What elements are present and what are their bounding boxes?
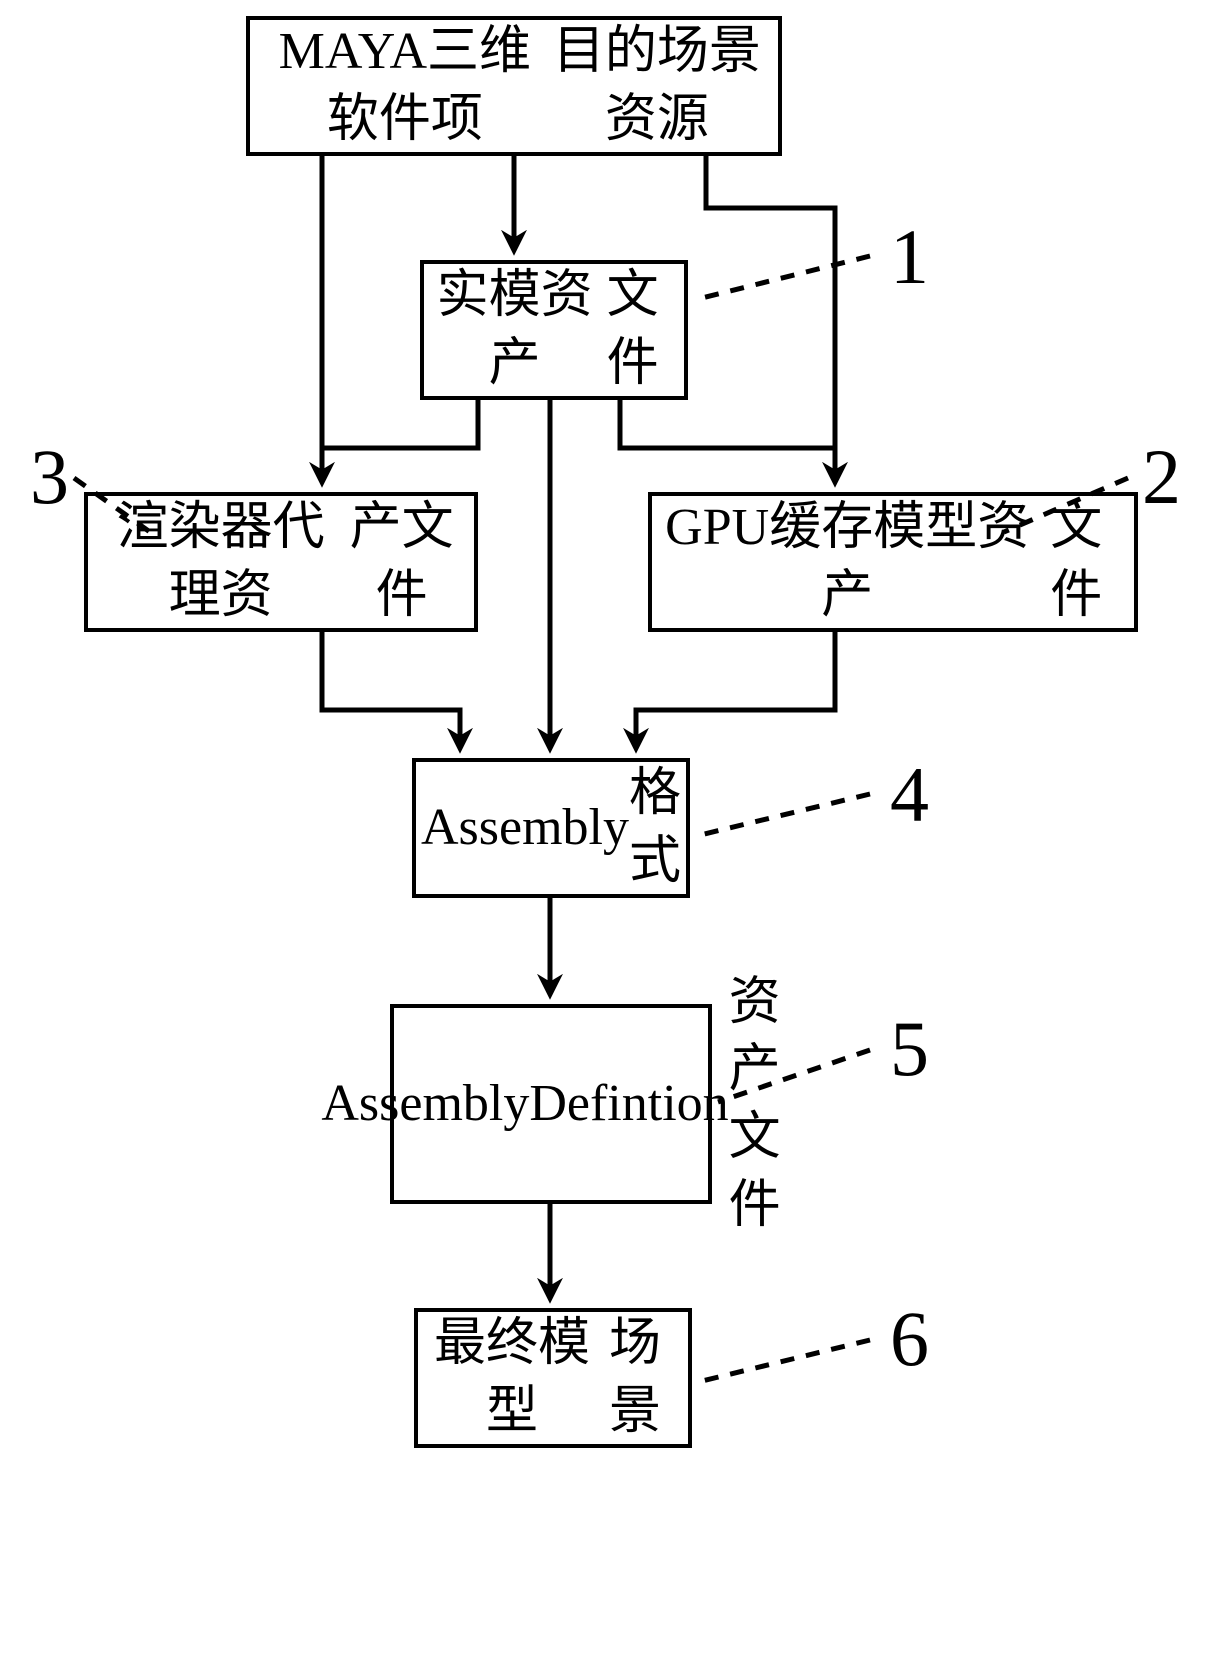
node-assembly-format: Assembly格式 <box>412 758 690 898</box>
label-3: 3 <box>30 432 69 522</box>
label-5: 5 <box>890 1004 929 1094</box>
node-top: MAYA三维软件项目的场景资源 <box>246 16 782 156</box>
node-real-model-asset: 实模资产文件 <box>420 260 688 400</box>
node-final-model-scene: 最终模型场景 <box>414 1308 692 1448</box>
node-assembly-definition-asset: AssemblyDefintion资产文件 <box>390 1004 712 1204</box>
label-4: 4 <box>890 750 929 840</box>
node-gpu-cache-asset: GPU缓存模型资产文件 <box>648 492 1138 632</box>
node-renderer-proxy-asset: 渲染器代理资产文件 <box>84 492 478 632</box>
label-2: 2 <box>1142 432 1181 522</box>
label-1: 1 <box>890 212 929 302</box>
label-6: 6 <box>890 1294 929 1384</box>
